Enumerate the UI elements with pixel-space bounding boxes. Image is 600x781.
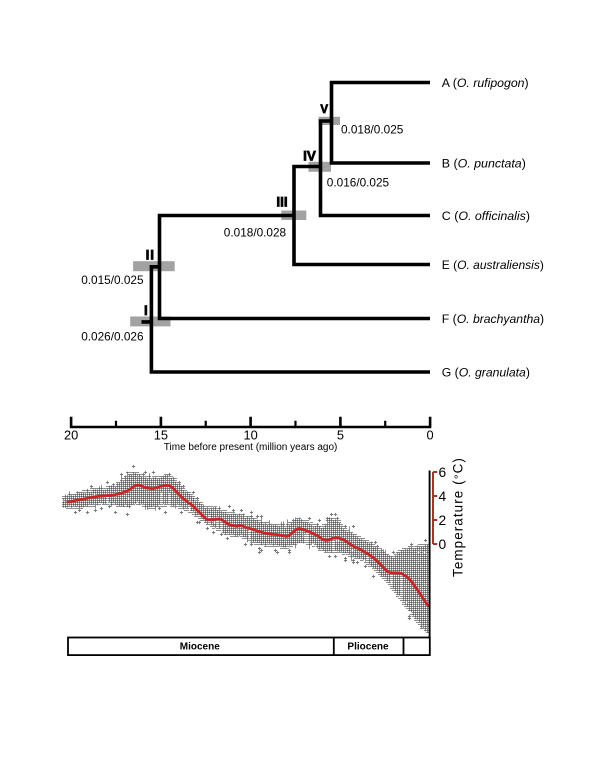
svg-text:6: 6 <box>439 465 447 480</box>
svg-text:Pliocene: Pliocene <box>347 642 389 653</box>
svg-text:5: 5 <box>337 427 344 442</box>
svg-text:II: II <box>146 248 155 263</box>
svg-text:0.026/0.026: 0.026/0.026 <box>81 330 144 344</box>
svg-text:Miocene: Miocene <box>180 642 220 653</box>
svg-text:I: I <box>144 303 148 318</box>
svg-text:IV: IV <box>303 148 316 163</box>
svg-text:0.015/0.025: 0.015/0.025 <box>81 273 144 287</box>
svg-text:0: 0 <box>427 427 434 442</box>
svg-text:B (O. punctata): B (O. punctata) <box>442 157 526 171</box>
svg-text:G (O. granulata): G (O. granulata) <box>442 366 530 380</box>
svg-text:15: 15 <box>154 427 168 442</box>
svg-text:A (O. rufipogon): A (O. rufipogon) <box>442 76 529 90</box>
svg-text:0.018/0.025: 0.018/0.025 <box>341 123 404 137</box>
svg-text:V: V <box>320 104 328 116</box>
svg-text:20: 20 <box>64 427 78 442</box>
svg-text:E (O. australiensis): E (O. australiensis) <box>442 258 544 272</box>
svg-text:C (O. officinalis): C (O. officinalis) <box>442 209 530 223</box>
svg-text:0: 0 <box>439 537 447 552</box>
svg-text:4: 4 <box>439 489 447 504</box>
svg-text:2: 2 <box>439 513 447 528</box>
svg-text:Time before present (million y: Time before present (million years ago) <box>164 442 338 453</box>
svg-text:F (O. brachyantha): F (O. brachyantha) <box>442 312 544 326</box>
svg-text:III: III <box>276 194 287 209</box>
svg-text:0.018/0.028: 0.018/0.028 <box>224 225 287 239</box>
svg-text:0.016/0.025: 0.016/0.025 <box>327 176 390 190</box>
svg-text:10: 10 <box>243 427 257 442</box>
svg-text:Temperature (°C): Temperature (°C) <box>451 457 466 577</box>
